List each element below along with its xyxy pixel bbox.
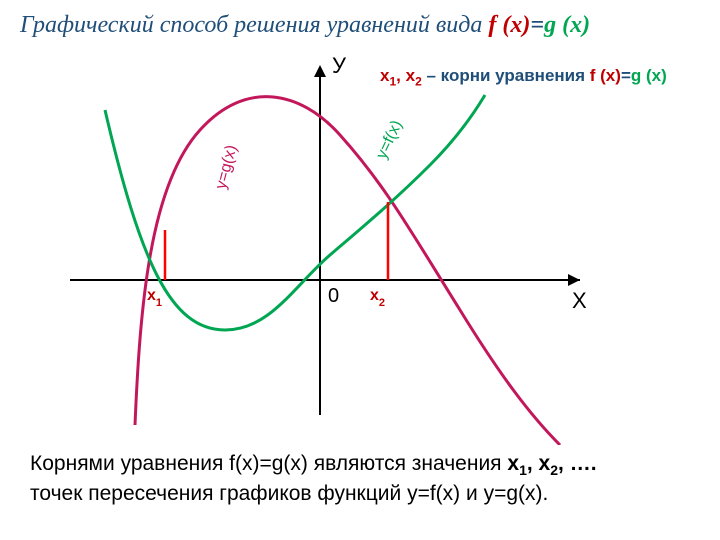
curve-g [135, 97, 560, 445]
title-fn-f: f (x) [488, 12, 530, 38]
origin-label: 0 [328, 285, 339, 307]
root-label: x1 [147, 287, 162, 309]
curve-g-label: y=g(x) [212, 143, 240, 191]
y-axis-label: У [332, 55, 347, 78]
y-axis-arrow [314, 65, 326, 77]
x-axis-label: Х [572, 288, 587, 313]
chart-svg: У Х 0 x1 x2 y=f(x) y=g(x) [40, 55, 620, 445]
title-fn-g: g (x) [544, 12, 590, 38]
title-prefix: Графический способ решения уравнений вид… [20, 12, 488, 38]
x-axis-arrow [568, 274, 580, 286]
curve-f [105, 95, 485, 330]
root-label: x2 [370, 287, 385, 309]
page-title: Графический способ решения уравнений вид… [20, 12, 590, 39]
chart-container: У Х 0 x1 x2 y=f(x) y=g(x) [40, 55, 620, 450]
curve-f-label: y=f(x) [373, 118, 406, 162]
description: Корнями уравнения f(x)=g(x) являются зна… [30, 450, 597, 508]
